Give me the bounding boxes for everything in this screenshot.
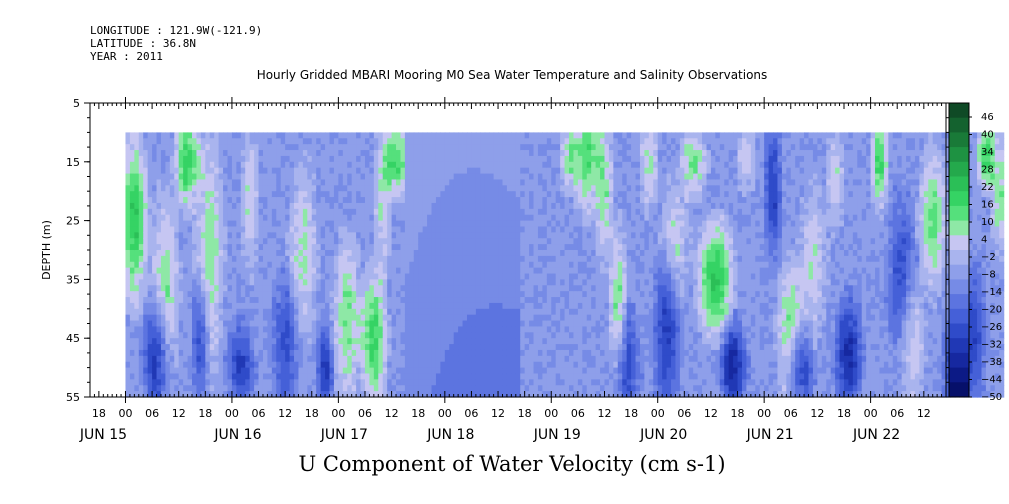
x-hour-tick-label: 12 <box>278 407 292 420</box>
x-hour-tick-label: 00 <box>651 407 665 420</box>
x-hour-tick-label: 18 <box>624 407 638 420</box>
colorbar-label: 16 <box>981 200 994 211</box>
x-date-label: JUN 18 <box>426 427 474 443</box>
colorbar-frame <box>948 102 970 398</box>
y-tick-label: 55 <box>66 391 80 404</box>
colorbar-swatch <box>949 308 969 324</box>
x-hour-tick-label: 18 <box>837 407 851 420</box>
y-tick-label: 35 <box>66 273 80 286</box>
x-date-label: JUN 15 <box>79 427 127 443</box>
x-hour-tick-label: 06 <box>464 407 478 420</box>
y-tick-label: 45 <box>66 332 80 345</box>
x-hour-tick-label: 18 <box>518 407 532 420</box>
colorbar-swatch <box>949 367 969 383</box>
colorbar-label: −8 <box>981 270 996 281</box>
x-date-label: JUN 20 <box>639 427 687 443</box>
latitude-label: LATITUDE : 36.8N <box>90 37 196 50</box>
x-hour-tick-label: 18 <box>92 407 106 420</box>
x-hour-tick-label: 12 <box>810 407 824 420</box>
colorbar-swatch <box>949 352 969 369</box>
colorbar-label: −32 <box>981 340 1002 351</box>
y-tick-label: 25 <box>66 215 80 228</box>
x-date-label: JUN 22 <box>852 427 900 443</box>
y-tick-label: 5 <box>73 97 80 110</box>
x-hour-tick-label: 12 <box>917 407 931 420</box>
x-hour-tick-label: 12 <box>385 407 399 420</box>
colorbar <box>949 103 969 398</box>
x-hour-tick-label: 00 <box>864 407 878 420</box>
x-hour-tick-label: 00 <box>331 407 345 420</box>
chart-title: Hourly Gridded MBARI Mooring M0 Sea Wate… <box>256 68 768 82</box>
x-hour-tick-label: 06 <box>358 407 372 420</box>
x-hour-tick-label: 18 <box>411 407 425 420</box>
colorbar-swatch <box>949 103 969 119</box>
colorbar-swatch <box>949 264 969 280</box>
x-hour-tick-label: 06 <box>890 407 904 420</box>
colorbar-label: −44 <box>981 375 1002 386</box>
x-hour-tick-label: 06 <box>571 407 585 420</box>
colorbar-swatch <box>949 161 969 177</box>
longitude-label: LONGITUDE : 121.9W(-121.9) <box>90 24 263 37</box>
y-axis-label: DEPTH (m) <box>40 220 53 280</box>
x-hour-tick-label: 00 <box>544 407 558 420</box>
colorbar-swatch <box>949 235 969 251</box>
colorbar-label: 46 <box>981 112 994 123</box>
x-hour-tick-label: 00 <box>757 407 771 420</box>
colorbar-swatch <box>949 132 969 148</box>
colorbar-label: −26 <box>981 322 1002 333</box>
x-hour-tick-label: 12 <box>597 407 611 420</box>
colorbar-swatch <box>949 294 969 310</box>
colorbar-label: −38 <box>981 357 1002 368</box>
colorbar-swatch <box>949 191 969 207</box>
x-hour-tick-label: 18 <box>731 407 745 420</box>
colorbar-swatch <box>949 147 969 163</box>
x-hour-tick-label: 18 <box>198 407 212 420</box>
chart-x-label: U Component of Water Velocity (cm s-1) <box>298 452 726 476</box>
colorbar-swatch <box>949 250 969 266</box>
x-hour-tick-label: 12 <box>172 407 186 420</box>
colorbar-swatch <box>949 338 969 354</box>
x-hour-tick-label: 00 <box>225 407 239 420</box>
x-hour-tick-label: 00 <box>438 407 452 420</box>
year-label: YEAR : 2011 <box>90 50 163 63</box>
colorbar-swatch <box>949 220 969 236</box>
x-hour-tick-label: 06 <box>252 407 266 420</box>
colorbar-label: −20 <box>981 305 1002 316</box>
colorbar-swatch <box>949 205 969 222</box>
y-tick-label: 15 <box>66 156 80 169</box>
colorbar-swatch <box>949 176 969 192</box>
x-hour-tick-label: 06 <box>145 407 159 420</box>
colorbar-label: −2 <box>981 252 996 263</box>
x-date-label: JUN 16 <box>213 427 261 443</box>
x-date-label: JUN 17 <box>320 427 368 443</box>
x-hour-tick-label: 18 <box>305 407 319 420</box>
heatmap-cells <box>125 132 1005 398</box>
x-hour-tick-label: 12 <box>491 407 505 420</box>
x-date-label: JUN 21 <box>746 427 794 443</box>
colorbar-label: 22 <box>981 182 994 193</box>
x-hour-tick-label: 12 <box>704 407 718 420</box>
x-hour-tick-label: 00 <box>118 407 132 420</box>
colorbar-swatch <box>949 323 969 339</box>
colorbar-label: 28 <box>981 165 994 176</box>
colorbar-swatch <box>949 382 969 398</box>
metadata-block: LONGITUDE : 121.9W(-121.9) LATITUDE : 36… <box>90 24 262 63</box>
colorbar-label: 10 <box>981 217 994 228</box>
colorbar-label: 40 <box>981 130 994 141</box>
x-hour-tick-label: 06 <box>677 407 691 420</box>
colorbar-label: 34 <box>981 147 994 158</box>
colorbar-label: −50 <box>981 392 1002 403</box>
colorbar-swatch <box>949 279 969 295</box>
colorbar-label: 4 <box>981 235 987 246</box>
colorbar-label: −14 <box>981 287 1002 298</box>
x-date-label: JUN 19 <box>533 427 581 443</box>
x-hour-tick-label: 06 <box>784 407 798 420</box>
colorbar-swatch <box>949 117 969 133</box>
